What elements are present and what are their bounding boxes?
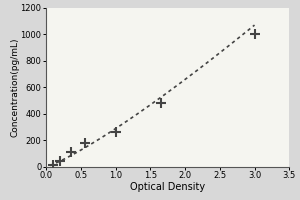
Y-axis label: Concentration(pg/mL): Concentration(pg/mL)	[10, 37, 19, 137]
X-axis label: Optical Density: Optical Density	[130, 182, 206, 192]
